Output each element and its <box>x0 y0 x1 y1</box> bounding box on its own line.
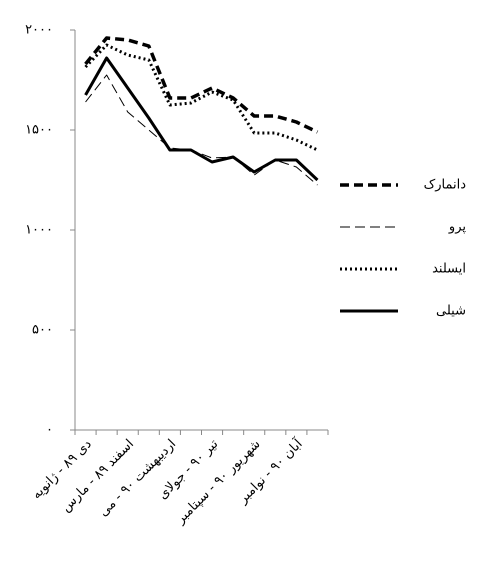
legend-label: پرو <box>448 220 466 235</box>
y-tick-label: ۱۰۰۰ <box>25 223 53 238</box>
y-tick-label: ۱۵۰۰ <box>25 123 53 138</box>
x-tick-label: اسفند ۸۹ - مارس <box>59 437 137 515</box>
y-tick-label: ۲۰۰۰ <box>25 23 53 38</box>
series-line <box>84 56 319 182</box>
series-line <box>85 74 318 186</box>
legend-label: ایسلند <box>432 262 466 277</box>
legend-label: شیلی <box>436 304 466 319</box>
legend-label: دانمارک <box>424 178 467 193</box>
series-line <box>84 43 319 152</box>
y-tick-label: ۰ <box>46 423 53 438</box>
x-tick-label: اردیبهشت ۹۰ - می <box>96 437 179 520</box>
y-tick-label: ۵۰۰ <box>32 323 53 338</box>
series-line <box>84 36 319 134</box>
